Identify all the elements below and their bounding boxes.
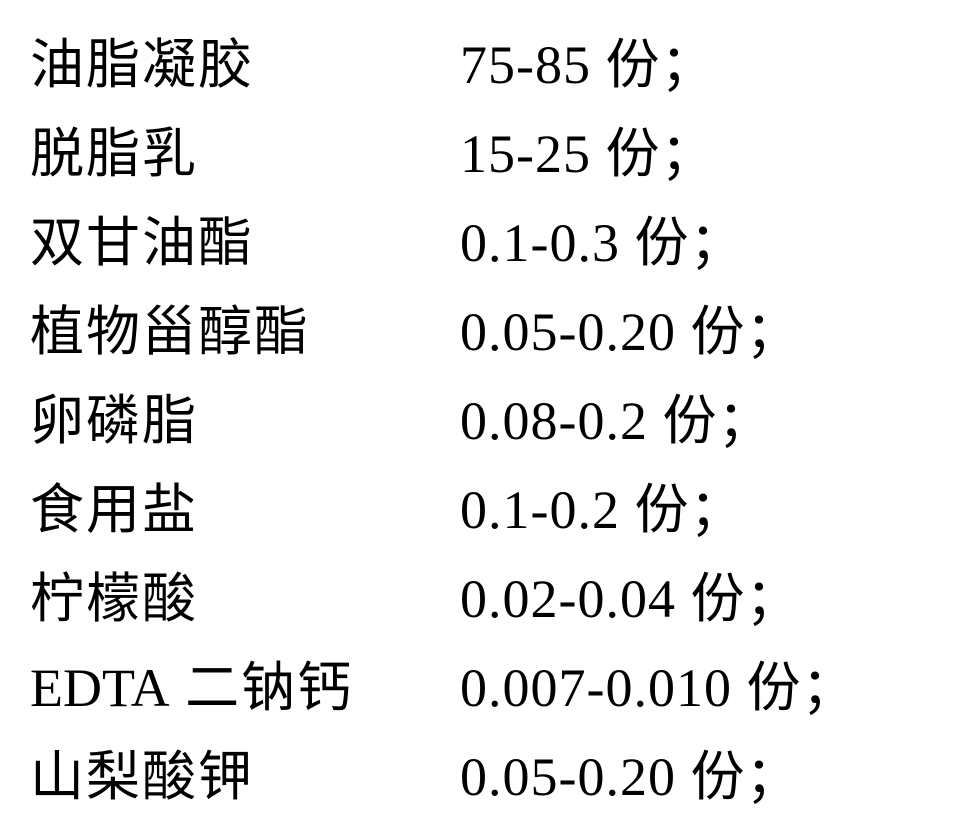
table-row: 食用盐 0.1-0.2 份；: [30, 465, 966, 554]
ingredient-value: 75-85 份；: [460, 20, 715, 99]
ingredient-label: 柠檬酸: [30, 554, 460, 633]
ingredient-label: 卵磷脂: [30, 376, 460, 455]
ingredient-value: 15-25 份；: [460, 109, 715, 188]
table-row: 油脂凝胶 75-85 份；: [30, 20, 966, 109]
ingredient-value: 0.08-0.2 份；: [460, 376, 772, 455]
ingredient-value: 0.05-0.20 份；: [460, 287, 800, 366]
ingredient-value: 0.05-0.20 份；: [460, 732, 800, 811]
table-row: 柠檬酸 0.02-0.04 份；: [30, 554, 966, 643]
ingredient-label: 食用盐: [30, 465, 460, 544]
table-row: 双甘油酯 0.1-0.3 份；: [30, 198, 966, 287]
ingredient-label: EDTA 二钠钙: [30, 643, 460, 722]
table-row: 脱脂乳 15-25 份；: [30, 109, 966, 198]
edta-prefix: EDTA: [30, 658, 170, 718]
ingredient-value: 0.1-0.2 份；: [460, 465, 744, 544]
ingredient-value: 0.007-0.010 份；: [460, 643, 856, 722]
ingredient-label: 油脂凝胶: [30, 20, 460, 99]
ingredient-table: 油脂凝胶 75-85 份； 脱脂乳 15-25 份； 双甘油酯 0.1-0.3 …: [0, 0, 966, 831]
table-row: EDTA 二钠钙 0.007-0.010 份；: [30, 643, 966, 732]
ingredient-label: 脱脂乳: [30, 109, 460, 188]
edta-suffix: 二钠钙: [170, 658, 354, 718]
ingredient-value: 0.02-0.04 份；: [460, 554, 800, 633]
table-row: 山梨酸钾 0.05-0.20 份；: [30, 732, 966, 821]
table-row: 植物甾醇酯 0.05-0.20 份；: [30, 287, 966, 376]
ingredient-label: 双甘油酯: [30, 198, 460, 277]
ingredient-label: 山梨酸钾: [30, 732, 460, 811]
ingredient-value: 0.1-0.3 份；: [460, 198, 744, 277]
table-row: 卵磷脂 0.08-0.2 份；: [30, 376, 966, 465]
ingredient-label: 植物甾醇酯: [30, 287, 460, 366]
